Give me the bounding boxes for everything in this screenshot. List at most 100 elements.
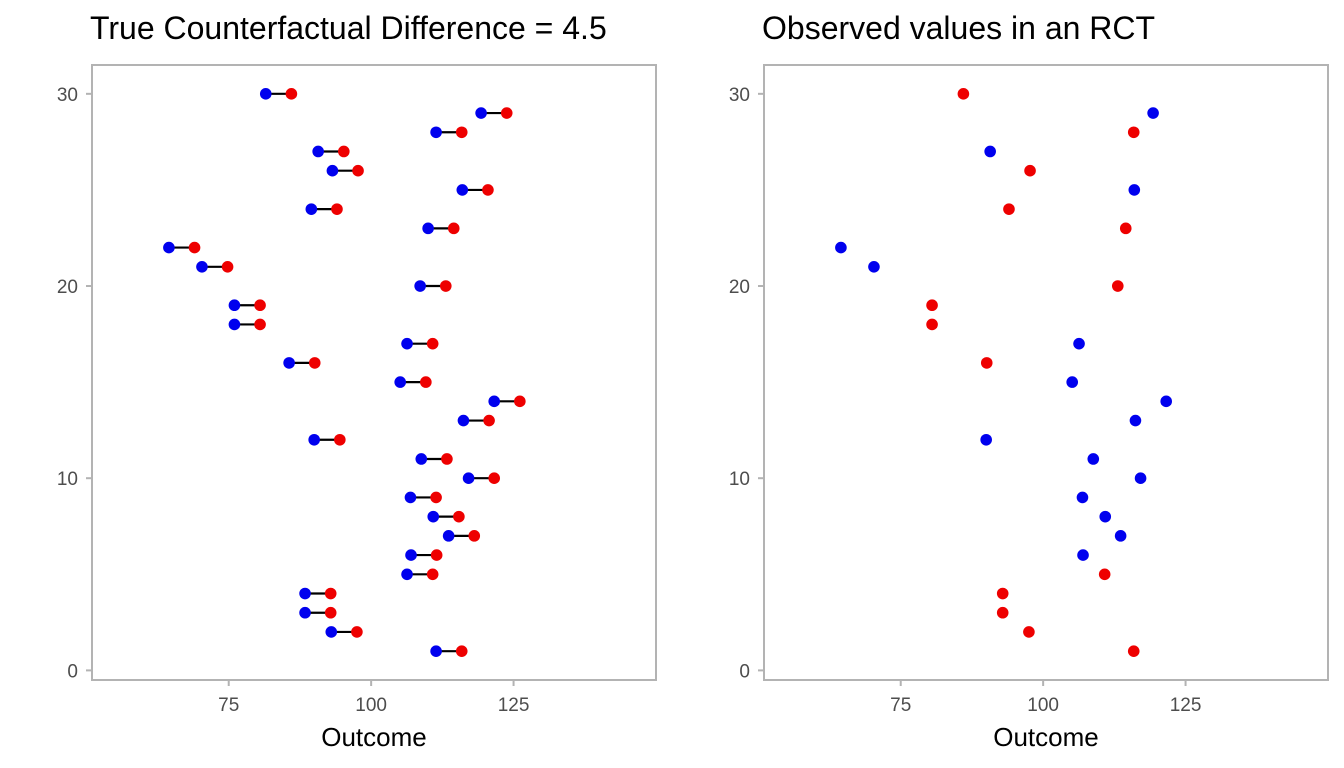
control-point-unit-19 <box>228 299 241 312</box>
observed-point-unit-12 <box>980 433 992 446</box>
observed-point-unit-5 <box>1098 568 1111 581</box>
observed-point-unit-7 <box>1114 530 1127 542</box>
observed-point-unit-30 <box>957 88 970 100</box>
treated-point-unit-30 <box>285 88 298 100</box>
observed-point-unit-2 <box>1023 626 1035 638</box>
observed-point-unit-16 <box>980 357 993 369</box>
left-x-tick-label-125: 125 <box>498 695 530 716</box>
left-plot-area: 0 10 20 30 75 100 125 <box>57 85 530 716</box>
observed-point-unit-13 <box>1129 414 1142 427</box>
observed-point-unit-17 <box>1073 337 1085 350</box>
right-y-tick-label-20: 20 <box>729 277 750 298</box>
treated-point-unit-10 <box>488 472 501 485</box>
observed-point-unit-1 <box>1127 645 1140 657</box>
treated-point-unit-1 <box>455 645 468 657</box>
right-x-tick-label-125: 125 <box>1170 695 1202 716</box>
observed-point-unit-10 <box>1134 472 1147 485</box>
treated-point-unit-3 <box>324 606 337 619</box>
right-x-axis-title: Outcome <box>993 722 1099 752</box>
control-point-unit-11 <box>415 453 428 465</box>
control-point-unit-7 <box>442 530 455 542</box>
left-y-tick-label-20: 20 <box>57 277 78 298</box>
left-panel-border <box>91 64 657 681</box>
right-panel-border <box>763 64 1329 681</box>
treated-point-unit-7 <box>468 530 481 542</box>
treated-point-unit-9 <box>430 491 442 504</box>
observed-point-unit-15 <box>1066 376 1079 388</box>
observed-point-unit-29 <box>1147 107 1159 119</box>
control-point-unit-18 <box>228 318 241 331</box>
observed-point-unit-19 <box>926 299 938 312</box>
observed-point-unit-6 <box>1077 549 1089 561</box>
control-point-unit-15 <box>394 376 407 388</box>
treated-point-unit-18 <box>254 318 266 331</box>
control-point-unit-12 <box>308 433 320 446</box>
observed-point-unit-9 <box>1076 491 1089 504</box>
treated-point-unit-2 <box>351 626 363 638</box>
observed-point-unit-22 <box>835 241 847 254</box>
control-point-unit-28 <box>430 126 442 139</box>
control-point-unit-13 <box>457 414 470 427</box>
observed-point-unit-28 <box>1127 126 1140 139</box>
control-point-unit-25 <box>456 184 469 196</box>
treated-point-unit-15 <box>420 376 432 388</box>
control-point-unit-20 <box>414 280 426 292</box>
control-point-unit-24 <box>305 203 318 215</box>
treated-point-unit-16 <box>308 357 321 369</box>
control-point-unit-2 <box>325 626 338 638</box>
control-point-unit-29 <box>475 107 487 119</box>
left-chart-title: True Counterfactual Difference = 4.5 <box>90 10 607 46</box>
treated-point-unit-20 <box>439 280 452 292</box>
treated-point-unit-8 <box>453 510 465 523</box>
observed-point-unit-24 <box>1003 203 1015 215</box>
control-point-unit-9 <box>404 491 417 504</box>
control-point-unit-8 <box>427 510 440 523</box>
observed-point-unit-26 <box>1024 164 1036 177</box>
treated-point-unit-11 <box>441 453 453 465</box>
right-y-tick-label-0: 0 <box>739 661 750 682</box>
right-x-tick-label-100: 100 <box>1027 695 1059 716</box>
control-point-unit-26 <box>326 164 339 177</box>
observed-point-unit-23 <box>1119 222 1132 235</box>
observed-point-unit-20 <box>1111 280 1124 292</box>
treated-point-unit-28 <box>455 126 468 139</box>
observed-point-unit-18 <box>926 318 938 331</box>
right-chart-title: Observed values in an RCT <box>762 10 1155 46</box>
treated-point-unit-23 <box>447 222 460 235</box>
treated-point-unit-25 <box>482 184 494 196</box>
observed-point-unit-14 <box>1160 395 1173 408</box>
observed-point-unit-11 <box>1087 453 1100 465</box>
control-point-unit-17 <box>401 337 413 350</box>
control-point-unit-16 <box>283 357 295 369</box>
control-point-unit-14 <box>488 395 501 408</box>
observed-point-unit-27 <box>984 145 996 158</box>
control-point-unit-1 <box>430 645 442 657</box>
left-x-tick-label-75: 75 <box>218 695 239 716</box>
control-point-unit-23 <box>422 222 434 235</box>
treated-point-unit-21 <box>221 260 234 273</box>
panel-left: True Counterfactual Difference = 4.5 0 10… <box>57 10 657 752</box>
left-x-axis-title: Outcome <box>321 722 427 752</box>
control-point-unit-30 <box>259 88 272 100</box>
left-y-tick-label-30: 30 <box>57 85 78 106</box>
treated-point-unit-13 <box>483 414 495 427</box>
observed-point-unit-21 <box>868 260 880 273</box>
treated-point-unit-19 <box>254 299 266 312</box>
right-y-tick-label-30: 30 <box>729 85 750 106</box>
treated-point-unit-24 <box>331 203 343 215</box>
observed-point-unit-25 <box>1128 184 1141 196</box>
left-x-tick-label-100: 100 <box>355 695 387 716</box>
treated-point-unit-27 <box>338 145 350 158</box>
treated-point-unit-12 <box>334 433 346 446</box>
left-y-tick-label-10: 10 <box>57 469 78 490</box>
right-x-tick-label-75: 75 <box>890 695 911 716</box>
control-point-unit-4 <box>299 587 311 600</box>
panel-right: Observed values in an RCT 0 10 20 30 75 100 12… <box>729 10 1329 752</box>
control-point-unit-21 <box>196 260 208 273</box>
control-point-unit-27 <box>312 145 324 158</box>
control-point-unit-22 <box>163 241 175 254</box>
control-point-unit-6 <box>405 549 417 561</box>
treated-point-unit-26 <box>352 164 364 177</box>
treated-point-unit-6 <box>430 549 443 561</box>
right-y-tick-label-10: 10 <box>729 469 750 490</box>
